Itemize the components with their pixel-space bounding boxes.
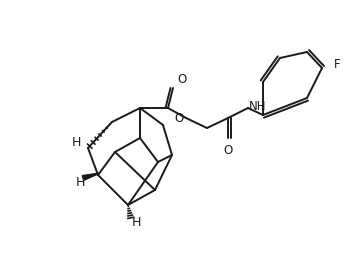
Text: F: F: [334, 58, 341, 72]
Text: H: H: [75, 176, 85, 190]
Text: O: O: [223, 144, 232, 157]
Text: O: O: [175, 112, 184, 124]
Text: O: O: [177, 73, 186, 86]
Text: NH: NH: [249, 100, 267, 113]
Text: H: H: [131, 217, 141, 230]
Polygon shape: [82, 173, 100, 180]
Text: H: H: [71, 135, 81, 148]
